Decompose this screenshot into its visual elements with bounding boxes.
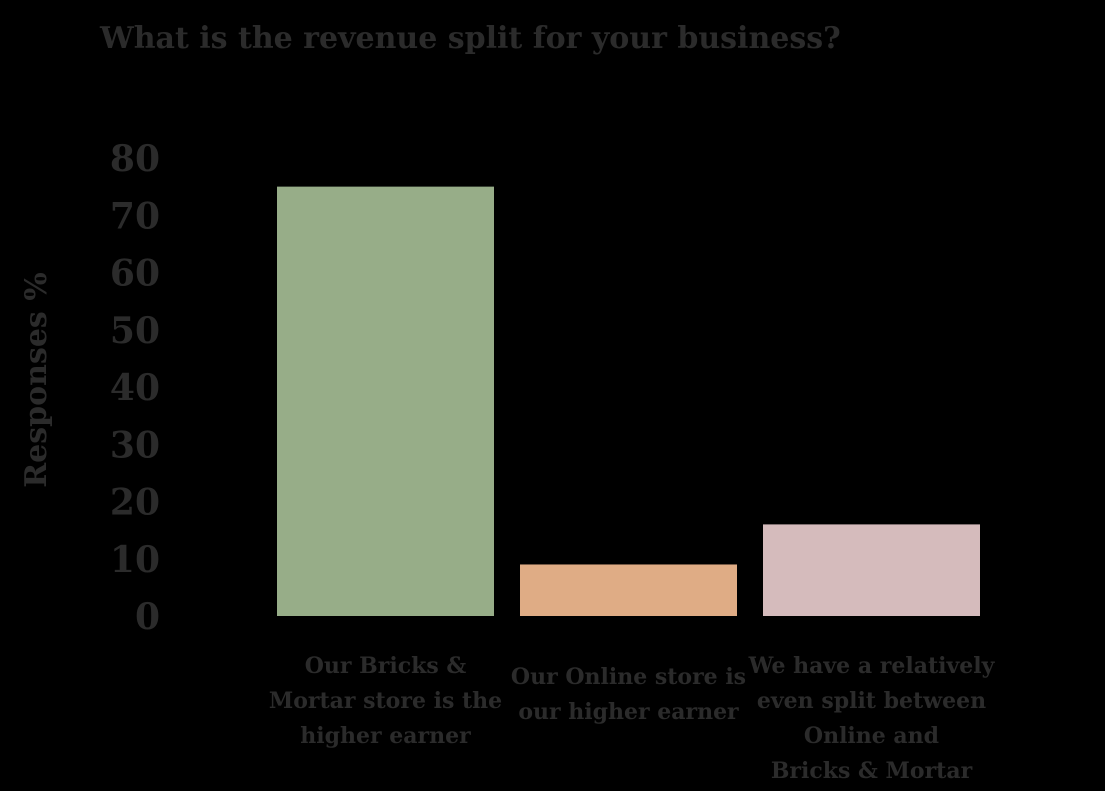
y-tick-label: 60 xyxy=(110,253,160,295)
y-tick-label: 80 xyxy=(110,138,160,180)
x-axis-category-labels: Our Bricks & Mortar store is the higher ea… xyxy=(269,653,996,784)
x-category-label: Our Online store is xyxy=(511,664,746,690)
y-tick-label: 0 xyxy=(135,596,160,638)
y-tick-label: 70 xyxy=(110,195,160,237)
bar xyxy=(763,524,980,616)
x-category-label: even split between xyxy=(757,688,986,714)
y-axis-ticks: 0 10 20 30 40 50 60 70 80 xyxy=(110,138,160,638)
x-category-label: Online and xyxy=(804,723,939,749)
y-tick-label: 10 xyxy=(110,539,160,581)
y-tick-label: 40 xyxy=(110,367,160,409)
chart-title: What is the revenue split for your busin… xyxy=(99,21,841,56)
bar xyxy=(277,186,494,616)
x-category-label: Mortar store is the xyxy=(269,688,502,714)
x-category-label: our higher earner xyxy=(518,699,739,725)
bars xyxy=(277,186,980,616)
y-tick-label: 30 xyxy=(110,424,160,466)
x-category-label: higher earner xyxy=(300,723,471,749)
y-tick-label: 20 xyxy=(110,482,160,524)
x-category-label: We have a relatively xyxy=(748,653,996,679)
bar xyxy=(520,564,737,616)
x-category-label: Our Bricks & xyxy=(305,653,467,679)
y-tick-label: 50 xyxy=(110,310,160,352)
x-category-label: Bricks & Mortar xyxy=(771,758,973,784)
y-axis-label: Responses % xyxy=(19,272,54,488)
